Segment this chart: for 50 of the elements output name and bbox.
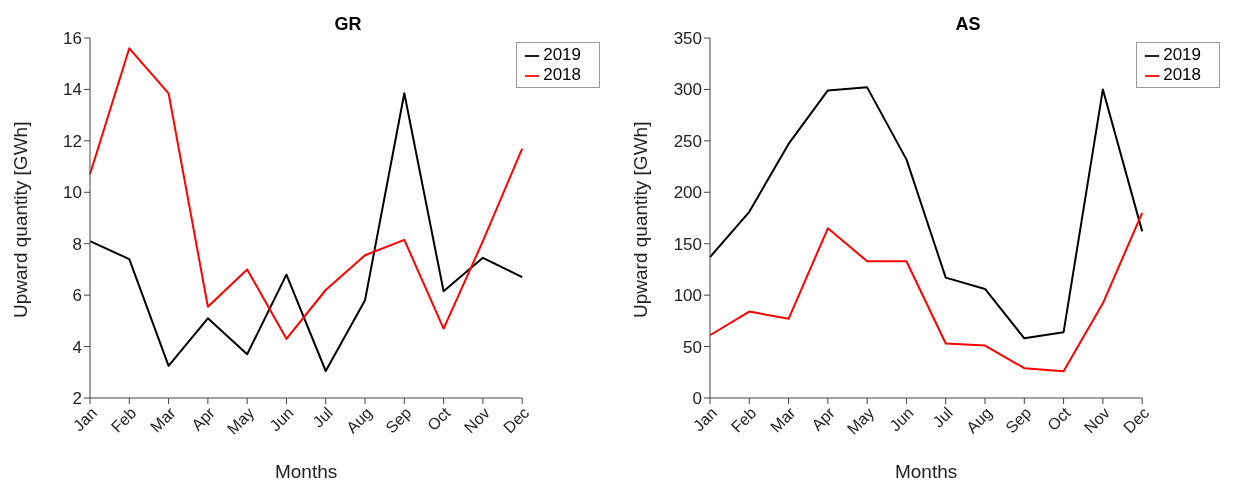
x-tick-label: Mar — [147, 403, 180, 436]
x-tick-label: May — [843, 404, 878, 438]
chart-title: GR — [333, 14, 363, 35]
legend-label: 2018 — [543, 65, 581, 84]
x-tick-label: Jul — [309, 404, 336, 431]
x-tick-label: Oct — [1044, 403, 1075, 434]
line-series — [709, 86, 1144, 340]
x-tick-label: Jun — [266, 404, 297, 435]
y-tick-label: 14 — [63, 80, 82, 100]
legend-label: 2019 — [1163, 45, 1201, 64]
y-tick-label: 4 — [72, 337, 82, 357]
x-tick-label: Sep — [382, 404, 415, 437]
y-axis-title: Upward quantity [GWh] — [629, 121, 651, 318]
legend-label: 2019 — [543, 45, 581, 64]
line-series — [89, 47, 524, 340]
y-tick-label: 6 — [72, 286, 82, 306]
y-tick-label: 350 — [673, 29, 702, 49]
x-tick-label: Dec — [500, 404, 533, 437]
x-tick-label: Aug — [963, 404, 996, 437]
y-tick-label: 16 — [63, 29, 82, 49]
x-tick-label: Dec — [1120, 404, 1153, 437]
x-tick-label: Mar — [767, 403, 800, 436]
line-series — [709, 211, 1144, 373]
x-tick-label: Jun — [886, 404, 917, 435]
x-tick-label: Nov — [460, 404, 494, 437]
y-tick-label: 150 — [673, 234, 702, 254]
y-tick-label: 12 — [63, 131, 82, 151]
x-tick-label: May — [223, 404, 258, 438]
y-axis-title: Upward quantity [GWh] — [9, 121, 31, 318]
legend-label: 2018 — [1163, 65, 1201, 84]
chart-title: AS — [954, 14, 982, 35]
x-tick-label: Apr — [808, 403, 839, 434]
x-axis-title: Months — [894, 461, 958, 482]
x-tick-label: Apr — [188, 403, 219, 434]
x-tick-label: Feb — [727, 404, 760, 436]
line-series — [89, 92, 524, 372]
y-tick-label: 250 — [673, 131, 702, 151]
y-tick-label: 50 — [683, 337, 702, 357]
y-tick-label: 8 — [72, 234, 82, 254]
x-tick-label: Aug — [343, 404, 376, 437]
y-tick-label: 200 — [673, 183, 702, 203]
x-axis-title: Months — [274, 461, 338, 482]
x-tick-label: Feb — [107, 404, 140, 436]
x-tick-label: Oct — [424, 403, 455, 434]
x-tick-label: Jul — [929, 404, 956, 431]
y-tick-label: 100 — [673, 286, 702, 306]
x-tick-label: Sep — [1002, 404, 1035, 437]
x-tick-label: Nov — [1080, 404, 1114, 437]
y-tick-label: 300 — [673, 80, 702, 100]
y-tick-label: 10 — [63, 183, 82, 203]
